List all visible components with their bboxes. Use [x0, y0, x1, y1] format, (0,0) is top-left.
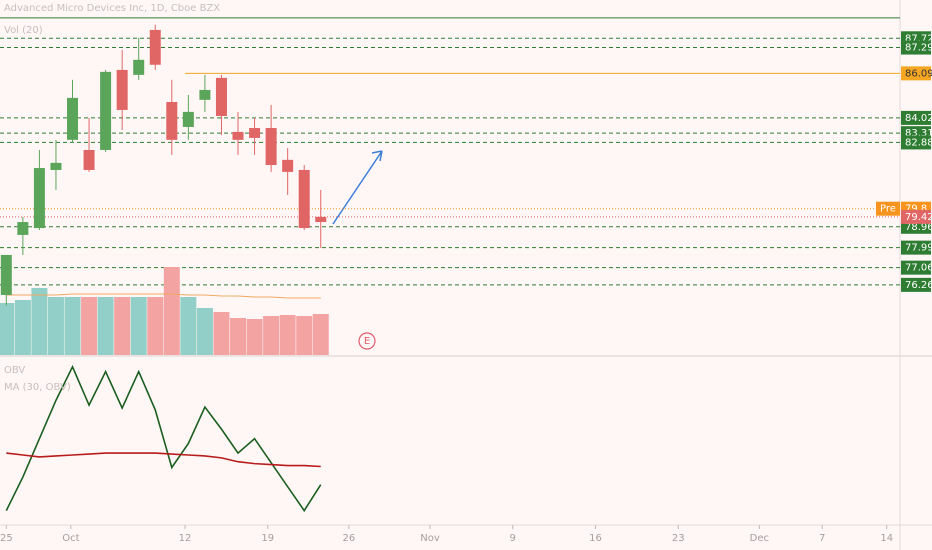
- volume-bar: [263, 316, 280, 355]
- volume-bar: [180, 297, 197, 355]
- candle-body: [83, 149, 95, 170]
- level-label: 77.06: [905, 263, 932, 274]
- forecast-arrow: [332, 150, 383, 225]
- volume-title: Vol (20): [4, 25, 43, 36]
- volume-bar: [296, 316, 313, 355]
- candle-body: [50, 162, 62, 170]
- volume-ma-line: [6, 293, 321, 299]
- x-tick-label: 26: [343, 533, 356, 544]
- obv-title: OBV: [4, 365, 25, 376]
- volume-bar: [114, 297, 131, 355]
- x-tick-label: 23: [672, 533, 685, 544]
- candle-body: [199, 89, 211, 100]
- candle-body: [298, 169, 310, 229]
- earnings-marker: [358, 332, 376, 350]
- level-label: 83.31: [905, 128, 932, 139]
- candle-body: [100, 71, 112, 150]
- candle-body: [315, 216, 327, 223]
- indicator-line: [6, 452, 321, 468]
- candle-body: [133, 59, 145, 75]
- last-price-box: [901, 209, 931, 224]
- resistance-label: 86.09: [905, 68, 932, 79]
- volume-bar: [81, 297, 98, 355]
- resistance-box: [901, 66, 931, 81]
- volume-bar: [163, 267, 180, 355]
- level-box: [901, 277, 931, 292]
- level-box: [901, 135, 931, 150]
- x-tick-label: Dec: [750, 533, 769, 544]
- candle-body: [0, 254, 12, 295]
- x-tick-label: Oct: [62, 533, 79, 544]
- level-box: [901, 240, 931, 255]
- level-label: 82.88: [905, 137, 932, 148]
- volume-bar: [31, 288, 48, 355]
- premarket-tag: Pre: [880, 204, 896, 215]
- volume-bar: [312, 314, 329, 355]
- indicator-line: [5, 364, 322, 513]
- candle-body: [232, 131, 244, 140]
- premarket-tag-box: [876, 201, 900, 216]
- candle-body: [67, 97, 79, 140]
- level-label: 78.96: [905, 222, 932, 233]
- level-box: [901, 110, 931, 125]
- volume-bar: [196, 308, 213, 355]
- volume-bar: [130, 297, 147, 355]
- candle-body: [282, 159, 294, 172]
- volume-bar: [147, 297, 164, 355]
- level-label: 87.29: [905, 43, 932, 54]
- x-tick-label: Nov: [420, 533, 440, 544]
- candle-body: [265, 128, 277, 166]
- level-box: [901, 40, 931, 55]
- level-label: 77.99: [905, 243, 932, 254]
- level-label: 87.72: [905, 33, 932, 44]
- volume-bar: [230, 318, 247, 355]
- level-label: 84.02: [905, 113, 932, 124]
- symbol-title: Advanced Micro Devices Inc, 1D, Cboe BZX: [4, 3, 220, 14]
- volume-bar: [64, 297, 81, 355]
- volume-bar: [14, 300, 31, 355]
- volume-bar: [246, 319, 263, 355]
- x-tick-label: 25: [0, 533, 13, 544]
- candle-body: [215, 77, 227, 116]
- candle-body: [249, 128, 261, 138]
- x-tick-label: 9: [510, 533, 516, 544]
- x-tick-label: 14: [880, 533, 893, 544]
- candle-body: [17, 222, 29, 235]
- indicator-legend: MA (30, OBV): [4, 382, 71, 393]
- level-box: [901, 260, 931, 275]
- volume-bar: [47, 297, 64, 355]
- candle-body: [116, 69, 128, 110]
- volume-bar: [97, 297, 114, 355]
- x-tick-label: 19: [261, 533, 274, 544]
- volume-bar: [279, 315, 296, 355]
- x-tick-label: 12: [179, 533, 192, 544]
- last-price-label: 79.42: [905, 212, 932, 223]
- premarket-label: 79.8: [905, 204, 927, 215]
- x-tick-label: 7: [819, 533, 825, 544]
- candle-body: [149, 29, 161, 65]
- candle-body: [33, 168, 45, 229]
- x-tick-label: 16: [589, 533, 602, 544]
- volume-bar: [213, 312, 230, 355]
- earnings-label: E: [364, 336, 370, 347]
- volume-bar: [0, 303, 15, 355]
- level-label: 76.26: [905, 280, 932, 291]
- candle-body: [166, 101, 178, 140]
- candle-body: [182, 111, 194, 127]
